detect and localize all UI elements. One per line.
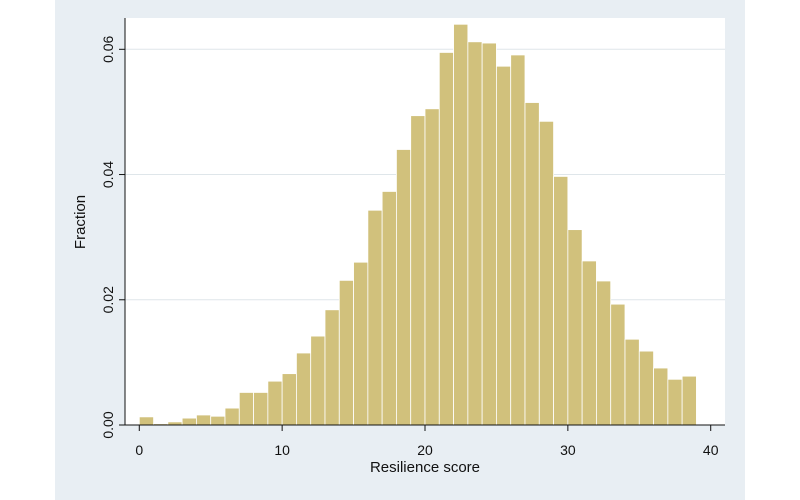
histogram-bar	[381, 191, 397, 426]
histogram-bar	[238, 392, 254, 426]
histogram-bar	[667, 378, 683, 426]
histogram-bar	[224, 407, 240, 426]
x-tick-label: 20	[417, 442, 433, 458]
y-tick-label: 0.04	[100, 161, 116, 188]
y-tick-label: 0.06	[100, 35, 116, 62]
y-tick-label: 0.00	[100, 411, 116, 438]
histogram-bars	[138, 23, 697, 426]
x-axis-title: Resilience score	[370, 459, 480, 476]
histogram-bar	[481, 42, 497, 426]
histogram-bar	[596, 280, 612, 426]
histogram-bar	[496, 65, 512, 426]
x-tick-label: 0	[135, 442, 143, 458]
histogram-bar	[681, 375, 697, 426]
tick-marks-and-labels: 0 10 20 30 40 0.00 0.02 0.04 0.06	[100, 35, 719, 458]
chart-figure: 0 10 20 30 40 0.00 0.02 0.04 0.06 Resilience sco…	[55, 0, 745, 500]
histogram-bar	[367, 209, 383, 426]
histogram-bar	[253, 392, 269, 426]
x-tick-label: 40	[703, 442, 719, 458]
histogram-bar	[267, 380, 283, 426]
histogram-bar	[210, 415, 226, 426]
histogram-bar	[453, 23, 469, 426]
histogram-bar	[553, 176, 569, 426]
histogram-bar	[467, 41, 483, 426]
histogram-bar	[424, 108, 440, 426]
histogram-bar	[638, 350, 654, 426]
histogram-bar	[610, 303, 626, 426]
histogram-bar	[196, 414, 212, 426]
histogram-bar	[181, 417, 197, 426]
histogram-bar	[653, 367, 669, 426]
histogram-bar	[138, 416, 154, 426]
histogram-bar	[567, 229, 583, 426]
y-axis-title: Fraction	[72, 195, 89, 249]
histogram-bar	[296, 352, 312, 426]
histogram-bar	[396, 149, 412, 426]
histogram-bar	[281, 373, 297, 426]
histogram-bar	[438, 52, 454, 426]
histogram-bar	[524, 102, 540, 426]
x-tick-label: 10	[274, 442, 290, 458]
y-tick-label: 0.02	[100, 286, 116, 313]
histogram-bar	[538, 120, 554, 426]
histogram-bar	[410, 115, 426, 426]
x-tick-label: 30	[560, 442, 576, 458]
histogram-bar	[310, 335, 326, 426]
histogram-bar	[353, 261, 369, 426]
histogram-bar	[581, 260, 597, 426]
histogram-bar	[624, 338, 640, 426]
histogram-bar	[510, 54, 526, 426]
histogram-chart: 0 10 20 30 40 0.00 0.02 0.04 0.06 Resilience sco…	[72, 18, 725, 476]
histogram-bar	[338, 279, 354, 426]
histogram-bar	[324, 309, 340, 426]
